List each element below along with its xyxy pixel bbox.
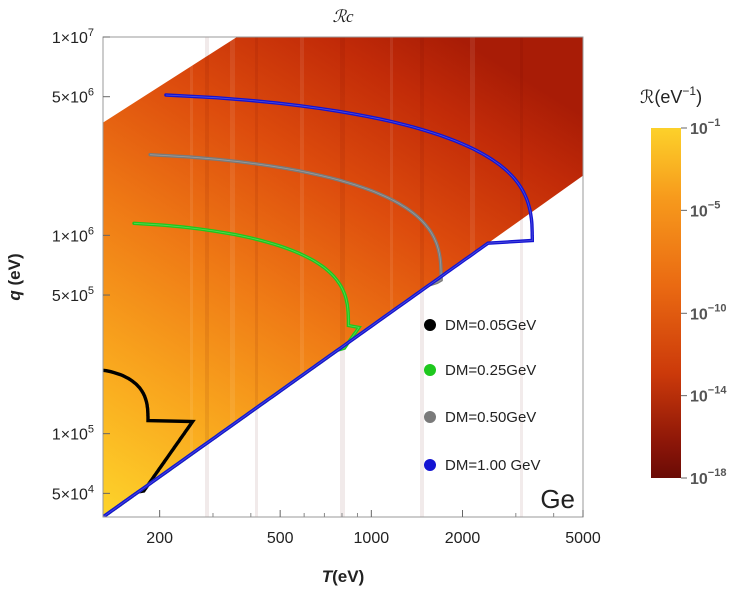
plot-frame [102, 36, 584, 518]
y-tick-label: 1×105 [52, 424, 94, 444]
colorbar [651, 128, 681, 478]
texture-stripe [520, 37, 523, 517]
x-tick-label: 200 [146, 530, 173, 547]
y-tick-label: 5×104 [52, 483, 94, 503]
x-axis-label: T(eV) [322, 567, 365, 586]
curve-highlight [103, 94, 533, 517]
colorbar-tick-label: 10−10 [690, 302, 726, 323]
texture-stripe [420, 37, 424, 517]
texture-stripe [205, 37, 209, 517]
legend-label: DM=0.50GeV [445, 409, 536, 426]
x-tick-label: 1000 [354, 530, 390, 547]
colorbar-ticks: 10−1 10−5 10−10 10−14 10−18 [681, 117, 727, 488]
legend-marker [424, 319, 436, 331]
legend-marker [424, 364, 436, 376]
texture-stripe [190, 37, 193, 517]
legend-label: DM=0.05GeV [445, 317, 536, 334]
legend-marker [424, 411, 436, 423]
chart-title: ℛc [332, 7, 354, 26]
x-tick-label: 500 [267, 530, 294, 547]
texture-stripe [390, 37, 393, 517]
y-tick-label: 1×106 [52, 225, 94, 245]
colorbar-tick-label: 10−1 [690, 117, 720, 138]
texture-stripe [470, 37, 475, 517]
y-axis: 5×104 1×105 5×105 1×106 5×106 1×107 [52, 27, 110, 503]
texture-stripe [230, 37, 235, 517]
legend-label: DM=0.25GeV [445, 362, 536, 379]
dm-curves [103, 93, 534, 517]
colorbar-tick-label: 10−18 [690, 467, 726, 488]
x-axis: 200 500 1000 2000 5000 [146, 510, 601, 547]
x-tick-label: 2000 [445, 530, 481, 547]
colorbar-label: ℛ(eV−1) [640, 84, 702, 107]
y-tick-label: 5×105 [52, 285, 94, 305]
material-annotation: Ge [540, 484, 575, 514]
texture-stripe [255, 37, 258, 517]
texture-stripe [340, 37, 345, 517]
curve-dm-1-00-gev [103, 93, 534, 517]
heatmap-texture [190, 37, 523, 517]
colorbar-tick-label: 10−14 [690, 385, 727, 406]
x-tick-label: 5000 [565, 530, 601, 547]
y-axis-label: q (eV) [5, 253, 24, 300]
legend-label: DM=1.00 GeV [445, 457, 540, 474]
legend: DM=0.05GeV DM=0.25GeV DM=0.50GeV DM=1.00 Ge… [424, 317, 540, 474]
heatmap-region [103, 37, 583, 517]
legend-marker [424, 459, 436, 471]
colorbar-tick-label: 10−5 [690, 199, 720, 220]
texture-stripe [300, 37, 304, 517]
y-tick-label: 1×107 [52, 27, 94, 47]
y-tick-label: 5×106 [52, 87, 94, 107]
